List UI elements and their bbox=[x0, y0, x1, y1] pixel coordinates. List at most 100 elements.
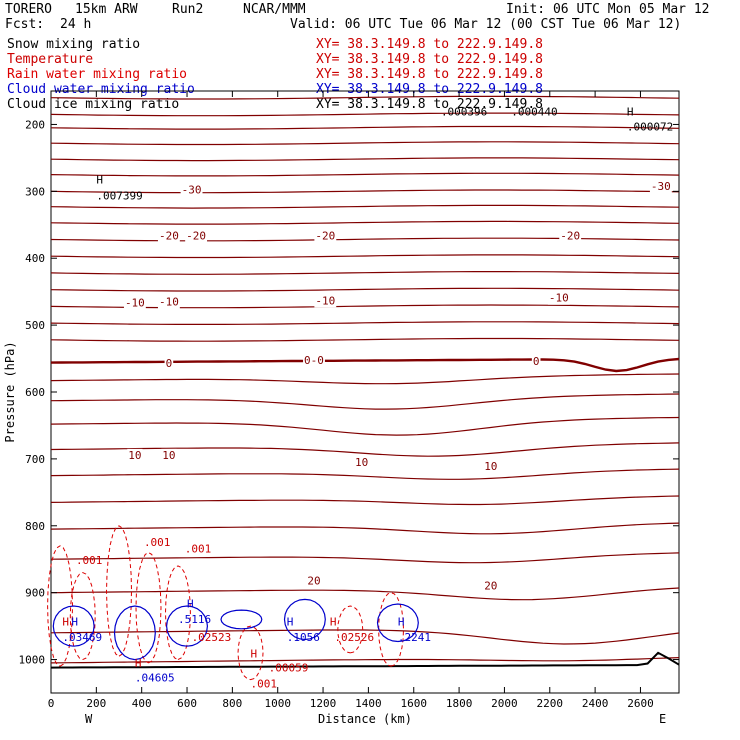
maximum-label: .001 bbox=[76, 554, 103, 567]
isotherm-line bbox=[50, 304, 680, 309]
isotherm-label: 20 bbox=[484, 579, 497, 592]
maximum-label: .02523 bbox=[192, 631, 232, 644]
isotherm-label: -20 bbox=[186, 229, 206, 242]
legend-field-name: Temperature bbox=[7, 52, 93, 67]
isotherm-label-bg bbox=[547, 291, 570, 305]
x-tick-label: 1200 bbox=[310, 697, 337, 710]
y-tick-label: 600 bbox=[25, 386, 45, 399]
isotherm-line bbox=[50, 442, 680, 457]
isotherm-label: 0 bbox=[166, 357, 173, 370]
legend-field-name: Snow mixing ratio bbox=[7, 37, 140, 52]
isotherm-line bbox=[50, 220, 680, 225]
isotherm-label-bg bbox=[531, 355, 541, 369]
x-tick-label: 200 bbox=[86, 697, 106, 710]
isotherm-line bbox=[50, 204, 680, 209]
rain-contour bbox=[69, 572, 96, 661]
maximum-label: .000440 bbox=[511, 106, 557, 119]
x-end-label-west: W bbox=[85, 712, 93, 726]
cloud-water-contour bbox=[113, 605, 156, 661]
legend-field-name: Cloud water mixing ratio bbox=[7, 82, 195, 97]
maximum-label: H bbox=[627, 106, 634, 119]
isotherm-label-bg bbox=[314, 229, 337, 243]
x-tick-label: 2000 bbox=[491, 697, 518, 710]
rain-contour bbox=[337, 605, 364, 654]
maximum-label: .007399 bbox=[96, 189, 142, 202]
isotherm-label: -10 bbox=[315, 294, 335, 307]
isotherm-label-bg bbox=[483, 460, 499, 474]
y-tick-label: 700 bbox=[25, 453, 45, 466]
isotherm-line bbox=[50, 254, 680, 259]
maximum-label: .001 bbox=[144, 536, 171, 549]
maximum-label: .2241 bbox=[398, 631, 431, 644]
maximum-label: H bbox=[287, 615, 294, 628]
isotherm-line bbox=[50, 271, 680, 275]
x-tick-label: 800 bbox=[222, 697, 242, 710]
y-axis-label: Pressure (hPa) bbox=[3, 341, 17, 442]
isotherm-label-bg bbox=[185, 229, 208, 243]
cloud-water-contour bbox=[283, 598, 326, 641]
x-tick-label: 2600 bbox=[627, 697, 654, 710]
isotherm-label: -20 bbox=[315, 229, 335, 242]
isotherm-line bbox=[50, 416, 680, 436]
maximum-label: H bbox=[62, 615, 69, 628]
rain-contour bbox=[135, 551, 162, 664]
x-tick-label: 2200 bbox=[537, 697, 564, 710]
maximum-label: H bbox=[96, 173, 103, 186]
rain-contour bbox=[47, 545, 74, 667]
legend-field-xy: XY= 38.3.149.8 to 222.9.149.8 bbox=[316, 67, 543, 82]
isotherm-label-bg bbox=[306, 574, 322, 588]
isotherm-line bbox=[50, 468, 680, 480]
x-tick-label: 1600 bbox=[400, 697, 427, 710]
maximum-label: .02526 bbox=[334, 631, 374, 644]
maximum-label: H bbox=[71, 615, 78, 628]
isotherm-label-bg bbox=[649, 179, 672, 193]
isotherm-line bbox=[50, 373, 680, 385]
freezing-level-line bbox=[50, 357, 680, 373]
x-end-label-east: E bbox=[659, 712, 666, 726]
maximum-label: .000396 bbox=[441, 106, 487, 119]
x-tick-label: 600 bbox=[177, 697, 197, 710]
isotherm-label: 10 bbox=[355, 456, 368, 469]
maximum-label: H bbox=[251, 648, 258, 661]
isotherm-label-bg bbox=[483, 579, 499, 593]
run-name: Run2 bbox=[172, 2, 204, 17]
y-tick-label: 800 bbox=[25, 520, 45, 533]
maximum-label: .5116 bbox=[178, 613, 211, 626]
isotherm-label-bg bbox=[157, 229, 180, 243]
maximum-label: .001 bbox=[185, 543, 212, 556]
isotherm-label: 0-0 bbox=[304, 354, 324, 367]
y-tick-label: 200 bbox=[25, 118, 45, 131]
isotherm-label: 10 bbox=[128, 449, 141, 462]
cloud-water-contour bbox=[220, 609, 263, 630]
legend-field-xy: XY= 38.3.149.8 to 222.9.149.8 bbox=[316, 52, 543, 67]
x-tick-label: 2400 bbox=[582, 697, 609, 710]
y-tick-label: 500 bbox=[25, 319, 45, 332]
isotherm-label-bg bbox=[353, 456, 370, 470]
y-tick-label: 400 bbox=[25, 252, 45, 265]
isotherm-label: -10 bbox=[549, 292, 569, 305]
maximum-label: .000072 bbox=[627, 120, 673, 133]
isotherm-line bbox=[50, 237, 680, 242]
maximum-label: H bbox=[187, 597, 194, 610]
cloud-water-contour bbox=[376, 603, 419, 643]
isotherm-label-bg bbox=[314, 294, 337, 308]
isotherm-line bbox=[50, 337, 680, 342]
isotherm-line bbox=[50, 552, 680, 564]
rain-contour bbox=[378, 592, 405, 667]
isotherm-line bbox=[50, 495, 680, 506]
model-name: TORERO bbox=[5, 2, 52, 17]
maximum-label: .04605 bbox=[135, 672, 175, 685]
isotherm-label: 20 bbox=[307, 575, 320, 588]
maximum-label: .00059 bbox=[269, 662, 309, 675]
isotherm-label: 10 bbox=[484, 460, 497, 473]
legend-field-xy: XY= 38.3.149.8 to 222.9.149.8 bbox=[316, 97, 543, 112]
x-tick-label: 1800 bbox=[446, 697, 473, 710]
isotherm-label: -20 bbox=[560, 229, 580, 242]
cloud-water-contour bbox=[165, 605, 209, 647]
rain-contour bbox=[237, 625, 264, 681]
isotherm-label: 0 bbox=[533, 355, 540, 368]
rain-contour bbox=[105, 525, 133, 657]
isotherm-label: -20 bbox=[159, 229, 179, 242]
isotherm-line bbox=[50, 189, 680, 194]
isotherm-line bbox=[50, 172, 680, 177]
